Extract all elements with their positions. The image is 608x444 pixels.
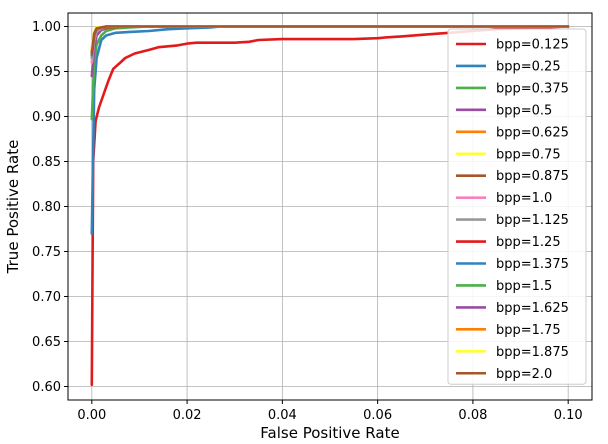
y-tick-label: 0.70 bbox=[32, 290, 61, 305]
x-tick-label: 0.02 bbox=[173, 408, 202, 423]
y-tick-label: 0.65 bbox=[32, 335, 61, 350]
legend-label: bpp=1.25 bbox=[496, 235, 561, 250]
legend-label: bpp=1.75 bbox=[496, 323, 561, 338]
legend-label: bpp=2.0 bbox=[496, 367, 552, 382]
legend-label: bpp=1.375 bbox=[496, 257, 569, 272]
legend-label: bpp=0.5 bbox=[496, 103, 552, 118]
legend-label: bpp=0.875 bbox=[496, 169, 569, 184]
legend-label: bpp=1.625 bbox=[496, 301, 569, 316]
x-tick-label: 0.06 bbox=[363, 408, 392, 423]
x-axis-label: False Positive Rate bbox=[260, 424, 399, 442]
x-tick-label: 0.10 bbox=[554, 408, 583, 423]
y-tick-label: 0.75 bbox=[32, 245, 61, 260]
y-tick-label: 0.95 bbox=[32, 65, 61, 80]
y-axis-label: True Positive Rate bbox=[4, 140, 22, 275]
x-tick-label: 0.04 bbox=[268, 408, 297, 423]
x-axis-ticks: 0.00 0.02 0.04 0.06 0.08 0.10 bbox=[77, 400, 583, 423]
series-line bbox=[90, 25, 570, 55]
legend-label: bpp=1.0 bbox=[496, 191, 552, 206]
legend-label: bpp=0.125 bbox=[496, 38, 569, 53]
legend-label: bpp=0.375 bbox=[496, 81, 569, 96]
legend-label: bpp=1.875 bbox=[496, 345, 569, 360]
legend-label: bpp=0.25 bbox=[496, 59, 561, 74]
y-tick-label: 1.00 bbox=[32, 20, 61, 35]
y-tick-label: 0.90 bbox=[32, 110, 61, 125]
legend-label: bpp=1.125 bbox=[496, 213, 569, 228]
y-tick-label: 0.85 bbox=[32, 155, 61, 170]
x-tick-label: 0.08 bbox=[458, 408, 487, 423]
y-axis-ticks: 0.60 0.65 0.70 0.75 0.80 0.85 0.90 0.95 1.00 bbox=[32, 20, 68, 395]
series-line bbox=[90, 25, 570, 387]
series-lines bbox=[90, 25, 570, 387]
y-tick-label: 0.80 bbox=[32, 200, 61, 215]
legend: bpp=0.125 bpp=0.25 bpp=0.375 bpp=0.5 bpp=0.6… bbox=[447, 28, 587, 385]
legend-box bbox=[447, 28, 587, 385]
legend-label: bpp=0.75 bbox=[496, 147, 561, 162]
legend-label: bpp=0.625 bbox=[496, 125, 569, 140]
x-tick-label: 0.00 bbox=[77, 408, 106, 423]
y-tick-label: 0.60 bbox=[32, 380, 61, 395]
legend-label: bpp=1.5 bbox=[496, 279, 552, 294]
